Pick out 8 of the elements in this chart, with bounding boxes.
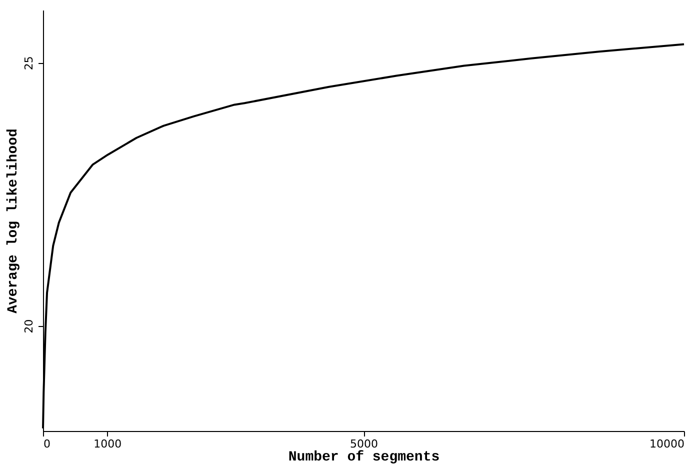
y-tick-label: 20: [22, 319, 36, 334]
x-tick-label: 10000: [650, 438, 684, 450]
x-tick-label: 1000: [94, 438, 122, 450]
x-tick-label: 0: [44, 438, 50, 450]
y-tick-label: 25: [22, 56, 36, 70]
x-tick-label: 5000: [350, 438, 378, 450]
y-axis-title: Average log likelihood: [6, 128, 22, 314]
x-axis-title: Number of segments: [288, 450, 440, 466]
